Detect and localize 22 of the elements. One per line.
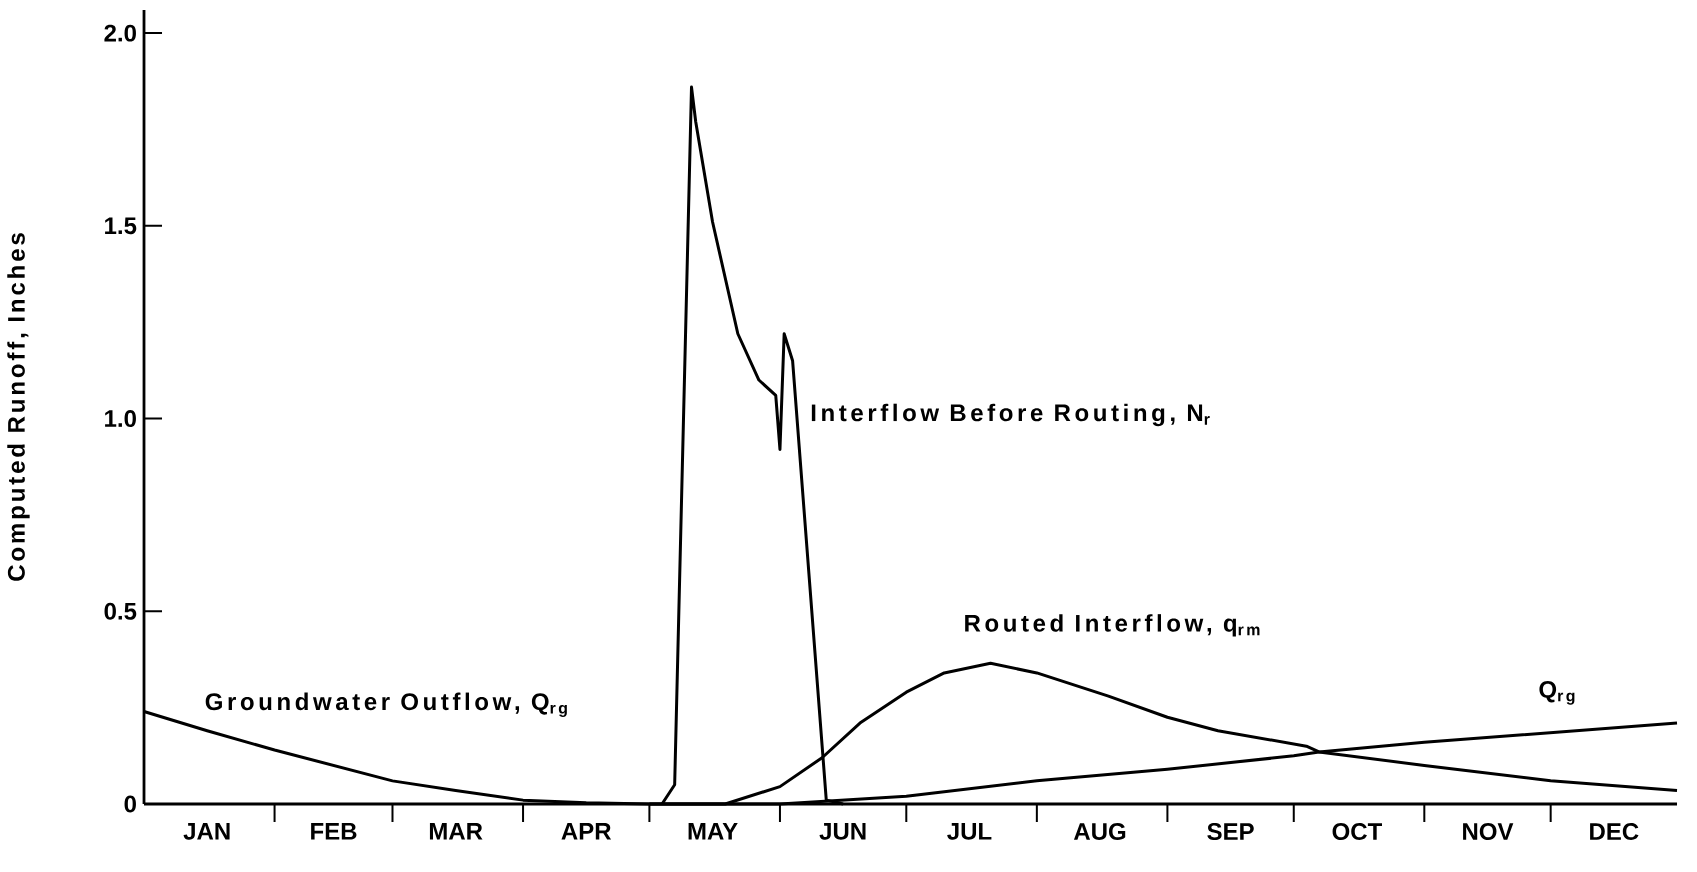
x-tick-label: NOV: [1463, 823, 1514, 841]
x-tick-label: APR: [561, 823, 612, 840]
x-tick-label: JAN: [183, 823, 230, 840]
x-tick-label: OCT: [1332, 823, 1382, 841]
annotation: Groundwater Outflow, Q$_{rg}$: [205, 692, 567, 717]
y-tick-label: 1.0: [105, 410, 136, 428]
x-tick-label: JUN: [819, 823, 866, 840]
y-tick-label: 2.0: [104, 24, 136, 42]
x-tick-label: FEB: [311, 823, 357, 840]
x-tick-label: SEP: [1207, 823, 1254, 841]
y-tick-label: 0: [124, 795, 136, 813]
annotation: Interflow Before Routing, N$_{r}$: [811, 403, 1210, 427]
x-tick-label: MAY: [688, 823, 738, 840]
x-tick-label: AUG: [1073, 823, 1126, 841]
x-tick-label: MAR: [429, 823, 483, 840]
y-axis-title: Computed Runoff, Inches: [7, 233, 30, 581]
annotation: Q$_{rg}$: [1539, 680, 1575, 705]
annotation: Routed Interflow, q$_{rm}$: [965, 614, 1260, 637]
x-tick-label: JUL: [947, 823, 992, 840]
x-tick-label: DEC: [1590, 823, 1639, 841]
y-tick-label: 1.5: [105, 217, 137, 235]
y-tick-label: 0.5: [104, 602, 137, 620]
